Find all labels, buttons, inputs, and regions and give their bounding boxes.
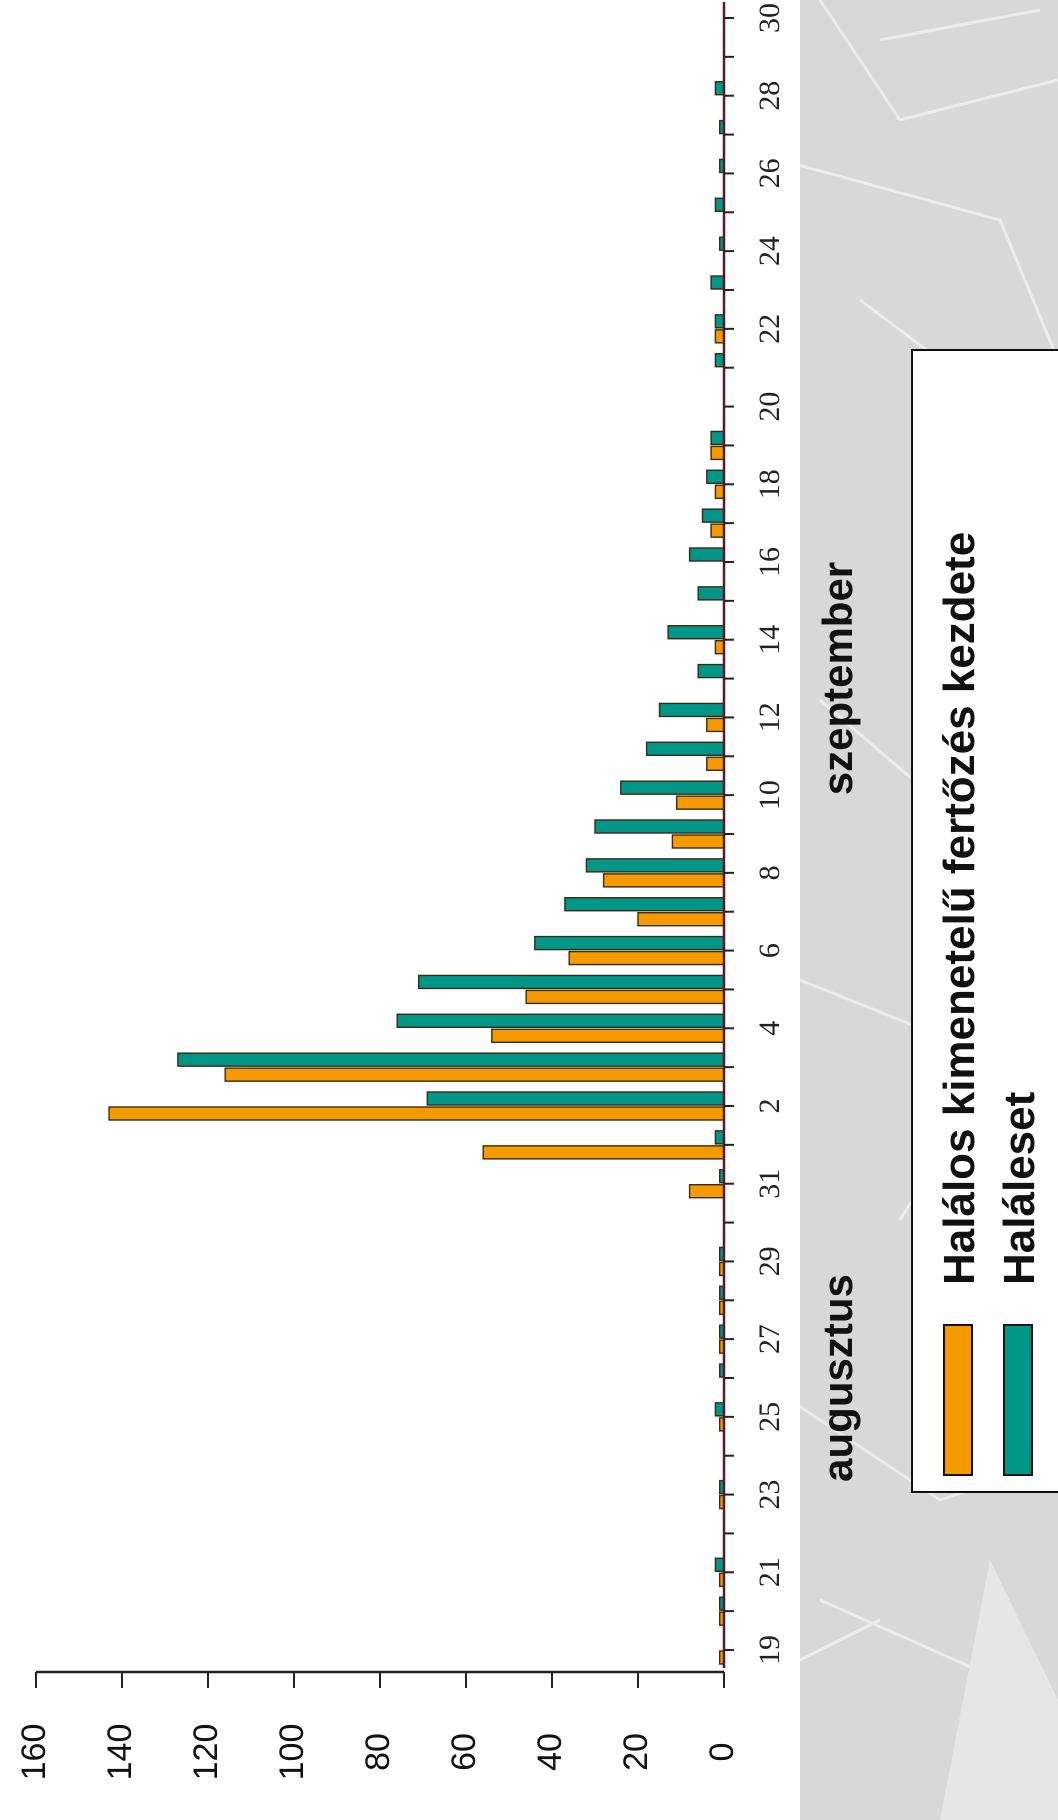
bar-death-6 — [714, 1402, 725, 1417]
x-tick-label: 19 — [753, 1635, 786, 1665]
bar-death-15 — [177, 1052, 725, 1067]
bar-death-37 — [714, 197, 725, 212]
bar-death-16 — [396, 1013, 725, 1028]
bar-death-34 — [714, 314, 725, 329]
bar-onset-12 — [688, 1184, 725, 1199]
x-tick-label: 20 — [753, 392, 786, 422]
bar-death-21 — [594, 819, 725, 834]
y-tick-label: 160 — [15, 1724, 53, 1781]
y-tick-label: 60 — [445, 1733, 483, 1771]
x-tick-label: 23 — [753, 1480, 786, 1510]
x-tick-label: 29 — [753, 1246, 786, 1276]
bar-death-20 — [585, 858, 725, 873]
bar-death-13 — [714, 1130, 725, 1145]
x-tick-label: 14 — [753, 625, 786, 655]
legend-box — [911, 349, 1058, 1493]
x-tick-label: 18 — [753, 469, 786, 499]
legend-label-death: Haláleset — [995, 1091, 1044, 1285]
bar-death-33 — [714, 353, 725, 368]
x-tick-label: 31 — [753, 1169, 786, 1199]
bars-layer — [108, 81, 725, 1665]
y-tick-label: 100 — [273, 1724, 311, 1781]
legend-label-onset: Halálos kimenetelű fertőzés kezdete — [935, 532, 984, 1285]
bar-death-19 — [564, 897, 725, 912]
bar-death-17 — [418, 974, 725, 990]
x-tick-label: 26 — [753, 158, 786, 188]
x-tick-label: 2 — [753, 1099, 786, 1114]
x-tick-label: 6 — [753, 943, 786, 958]
bar-death-24 — [658, 702, 725, 718]
y-tick-label: 120 — [187, 1724, 225, 1781]
bar-onset-16 — [491, 1028, 725, 1043]
month-label-august: augusztus — [814, 1274, 861, 1482]
bar-onset-18 — [568, 950, 725, 966]
x-tick-label: 10 — [753, 780, 786, 810]
bar-death-28 — [688, 547, 725, 562]
y-tick-label: 20 — [617, 1733, 655, 1771]
bar-onset-24 — [706, 717, 725, 733]
bar-onset-22 — [676, 795, 725, 810]
bar-death-40 — [714, 81, 725, 96]
bar-onset-19 — [637, 912, 725, 927]
month-labels: augusztus szeptember — [814, 562, 861, 1482]
legend: Halálos kimenetelű fertőzés kezdete Halál… — [911, 349, 1058, 1493]
x-tick-label: 27 — [753, 1324, 786, 1354]
bar-onset-31 — [710, 445, 725, 461]
axes — [36, 2, 734, 1674]
bar-death-29 — [701, 508, 725, 523]
bar-onset-34 — [714, 329, 725, 344]
bar-death-22 — [620, 780, 725, 795]
legend-swatch-onset — [943, 1324, 973, 1476]
bar-onset-29 — [710, 523, 725, 538]
y-tick-label: 40 — [531, 1733, 569, 1771]
legend-swatch-death — [1003, 1324, 1033, 1476]
y-tick-label: 0 — [703, 1743, 741, 1762]
x-tick-label: 4 — [753, 1021, 786, 1036]
y-tick-label: 80 — [359, 1733, 397, 1771]
x-tick-label: 8 — [753, 865, 786, 880]
bar-death-35 — [710, 275, 725, 290]
bar-death-14 — [426, 1091, 725, 1106]
x-tick-label: 28 — [753, 81, 786, 111]
bar-death-18 — [534, 935, 725, 951]
x-tick-label: 25 — [753, 1402, 786, 1432]
month-label-september: szeptember — [814, 562, 861, 795]
bar-death-26 — [667, 625, 725, 640]
bar-onset-17 — [525, 989, 725, 1005]
bar-death-23 — [645, 741, 725, 756]
x-tick-label: 30 — [753, 3, 786, 33]
y-tick-label: 140 — [101, 1724, 139, 1781]
x-tick-label: 12 — [753, 702, 786, 732]
x-tick-label: 24 — [753, 236, 786, 266]
bar-death-30 — [706, 469, 725, 484]
bar-onset-14 — [108, 1106, 725, 1121]
bar-onset-26 — [714, 640, 725, 655]
x-tick-label: 22 — [753, 314, 786, 344]
bar-onset-13 — [482, 1145, 725, 1160]
bar-death-25 — [697, 663, 725, 679]
bar-onset-23 — [706, 756, 725, 771]
bar-onset-30 — [714, 484, 725, 499]
x-tick-label: 21 — [753, 1557, 786, 1587]
bar-death-31 — [710, 430, 725, 446]
y-axis-tick-labels: 0 20 40 60 80 100 120 140 160 — [15, 1672, 741, 1780]
x-tick-label: 16 — [753, 547, 786, 577]
bar-onset-20 — [602, 873, 725, 888]
bar-onset-21 — [671, 834, 725, 849]
bar-death-27 — [697, 586, 725, 601]
bar-onset-15 — [224, 1067, 725, 1082]
bar-death-2 — [714, 1557, 725, 1572]
